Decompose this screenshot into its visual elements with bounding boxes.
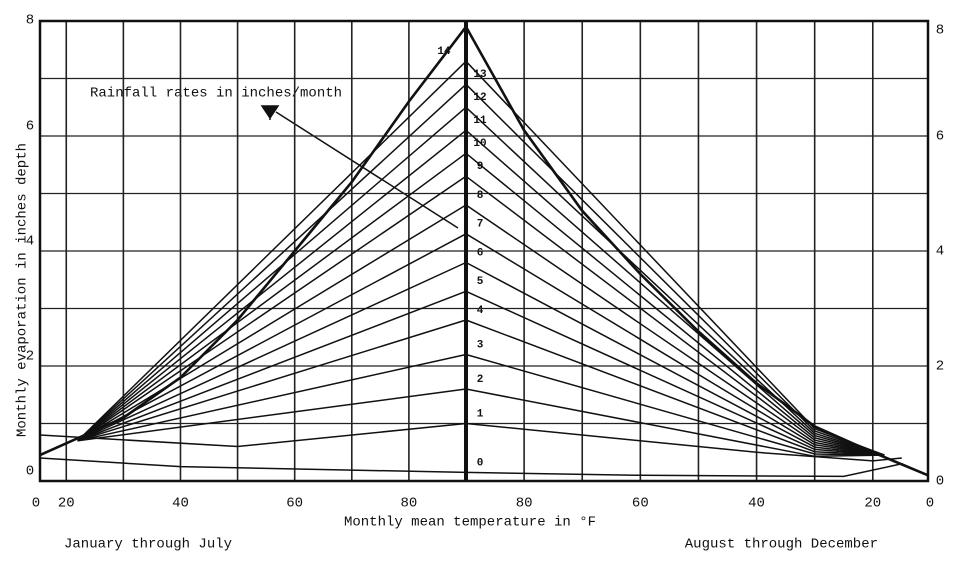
rate-line	[465, 204, 885, 456]
rate-line	[465, 233, 885, 456]
rate-line	[77, 319, 467, 442]
y-tick-label: 4	[26, 234, 34, 250]
rate-label: 7	[477, 219, 484, 231]
y-tick-label: 0	[936, 474, 944, 490]
y-axis-label: Monthly evaporation in inches depth	[15, 143, 31, 437]
rate-line	[77, 152, 467, 442]
y-tick-label: 8	[26, 13, 34, 29]
x-tick-label: 80	[516, 496, 533, 512]
rate-label: 6	[477, 247, 484, 259]
corner-label: 0	[926, 496, 934, 512]
rate-label: 10	[473, 138, 486, 150]
rate-line	[39, 422, 467, 448]
rate-label: 2	[477, 374, 484, 386]
rate-line	[77, 204, 467, 442]
rate-label: 8	[477, 190, 484, 202]
rate-line	[77, 233, 467, 442]
x-tick-label: 20	[864, 496, 881, 512]
rate-line	[77, 388, 467, 442]
rate-line	[77, 175, 467, 442]
rate-line	[465, 463, 929, 478]
rate-line	[39, 457, 467, 474]
period-label: January through July	[64, 537, 232, 553]
rate-line	[77, 353, 467, 442]
rate-line	[77, 129, 467, 442]
x-tick-label: 60	[632, 496, 649, 512]
rate-line	[465, 175, 885, 456]
annotation-arrow	[260, 105, 459, 229]
x-tick-label: 40	[748, 496, 765, 512]
annotation: Rainfall rates in inches/month	[90, 86, 342, 102]
rate-label: 14	[437, 46, 451, 58]
x-tick-label: 40	[172, 496, 189, 512]
y-tick-label: 2	[936, 359, 944, 375]
rate-label: 0	[477, 457, 484, 469]
rate-line	[465, 319, 885, 456]
x-tick-label: 20	[58, 496, 75, 512]
y-tick-label: 2	[26, 349, 34, 365]
rate-label: 1	[477, 408, 484, 420]
rate-line	[465, 152, 885, 456]
rate-line	[77, 60, 467, 442]
x-tick-label: 60	[286, 496, 303, 512]
rate-label: 3	[477, 339, 484, 351]
rate-line	[465, 261, 885, 456]
y-tick-label: 4	[936, 244, 944, 260]
rate-label: 9	[477, 161, 484, 173]
corner-label: 0	[32, 496, 40, 512]
x-axis-label: Monthly mean temperature in °F	[344, 515, 596, 531]
plot-frame	[38, 19, 930, 483]
y-tick-label: 6	[936, 129, 944, 145]
x-tick-label: 80	[400, 496, 417, 512]
rate-line	[465, 388, 885, 458]
rate-line	[465, 353, 885, 456]
period-label: August through December	[685, 537, 878, 553]
y-tick-label: 6	[26, 119, 34, 135]
rate-line	[77, 290, 467, 442]
rate-line	[465, 290, 885, 456]
y-tick-label: 8	[936, 23, 944, 39]
rate-label: 4	[477, 305, 484, 317]
rate-line	[465, 60, 885, 456]
rate-line	[77, 261, 467, 442]
rate-label: 5	[477, 276, 484, 288]
y-tick-label: 0	[26, 464, 34, 480]
rate-line	[77, 83, 467, 442]
rate-line	[77, 106, 467, 442]
